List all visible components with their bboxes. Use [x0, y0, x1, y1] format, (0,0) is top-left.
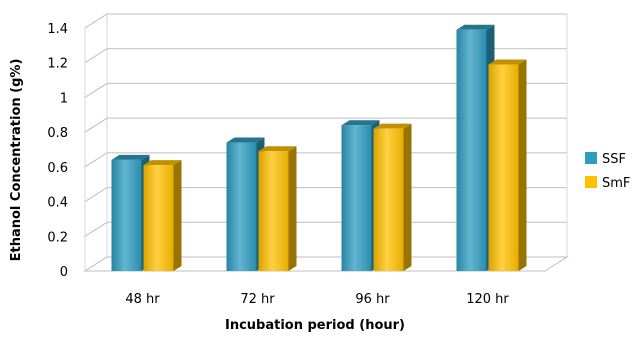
bar-top: [258, 146, 297, 152]
bar-smf-3: [488, 59, 527, 272]
bar-front: [341, 125, 372, 271]
legend-label-ssf: SSF: [602, 152, 626, 167]
bar-side: [173, 160, 182, 271]
side-wall: [84, 13, 108, 272]
x-tick-label: 96 hr: [355, 292, 390, 307]
bar-top: [456, 24, 495, 30]
gridline: [84, 82, 567, 98]
x-tick-labels: 48 hr 72 hr 96 hr 120 hr: [125, 292, 509, 307]
gridline: [84, 48, 567, 64]
bar-front: [226, 142, 257, 271]
gridline: [84, 13, 567, 29]
bar-front: [111, 159, 142, 271]
bar-side: [518, 59, 527, 272]
gridlines: [84, 13, 567, 237]
legend: SSF SmF: [585, 152, 630, 191]
bar-top: [143, 160, 182, 166]
bar-front: [456, 29, 487, 271]
y-tick-label: 0.8: [47, 126, 68, 141]
bar-top: [341, 120, 380, 126]
bar-top: [488, 59, 527, 65]
gridline: [84, 152, 567, 168]
bar-smf-1: [258, 146, 297, 271]
gridline: [84, 221, 567, 237]
y-tick-label: 1.2: [47, 57, 68, 72]
y-tick-label: 0.2: [47, 230, 68, 245]
legend-swatch-smf: [585, 176, 597, 188]
y-tick-label: 0.6: [47, 161, 68, 176]
bars: [111, 24, 527, 272]
y-tick-labels: 0 0.2 0.4 0.6 0.8 1 1.2 1.4: [47, 22, 68, 280]
x-tick-label: 72 hr: [240, 292, 275, 307]
x-tick-label: 120 hr: [466, 292, 509, 307]
gridline: [84, 117, 567, 133]
bar-top: [373, 123, 412, 129]
bar-front: [143, 165, 174, 271]
bar-front: [258, 151, 289, 271]
x-tick-label: 48 hr: [125, 292, 160, 307]
bar-top: [111, 154, 150, 160]
chart-walls: [84, 13, 568, 272]
legend-label-smf: SmF: [602, 176, 630, 191]
gridline: [84, 187, 567, 202]
x-axis-title: Incubation period (hour): [225, 318, 405, 333]
bar-side: [403, 123, 412, 272]
bar-side: [288, 146, 297, 271]
bar-smf-0: [143, 160, 182, 271]
y-tick-label: 0.4: [47, 196, 68, 211]
bar-top: [226, 137, 265, 143]
bar-front: [373, 128, 404, 271]
bar-smf-2: [373, 123, 412, 272]
y-tick-label: 1.4: [47, 22, 68, 37]
legend-swatch-ssf: [585, 152, 597, 164]
y-tick-label: 1: [60, 91, 68, 106]
y-axis-title: Ethanol Concentration (g%): [9, 59, 24, 262]
bar-front: [488, 64, 519, 271]
y-tick-label: 0: [60, 265, 68, 280]
